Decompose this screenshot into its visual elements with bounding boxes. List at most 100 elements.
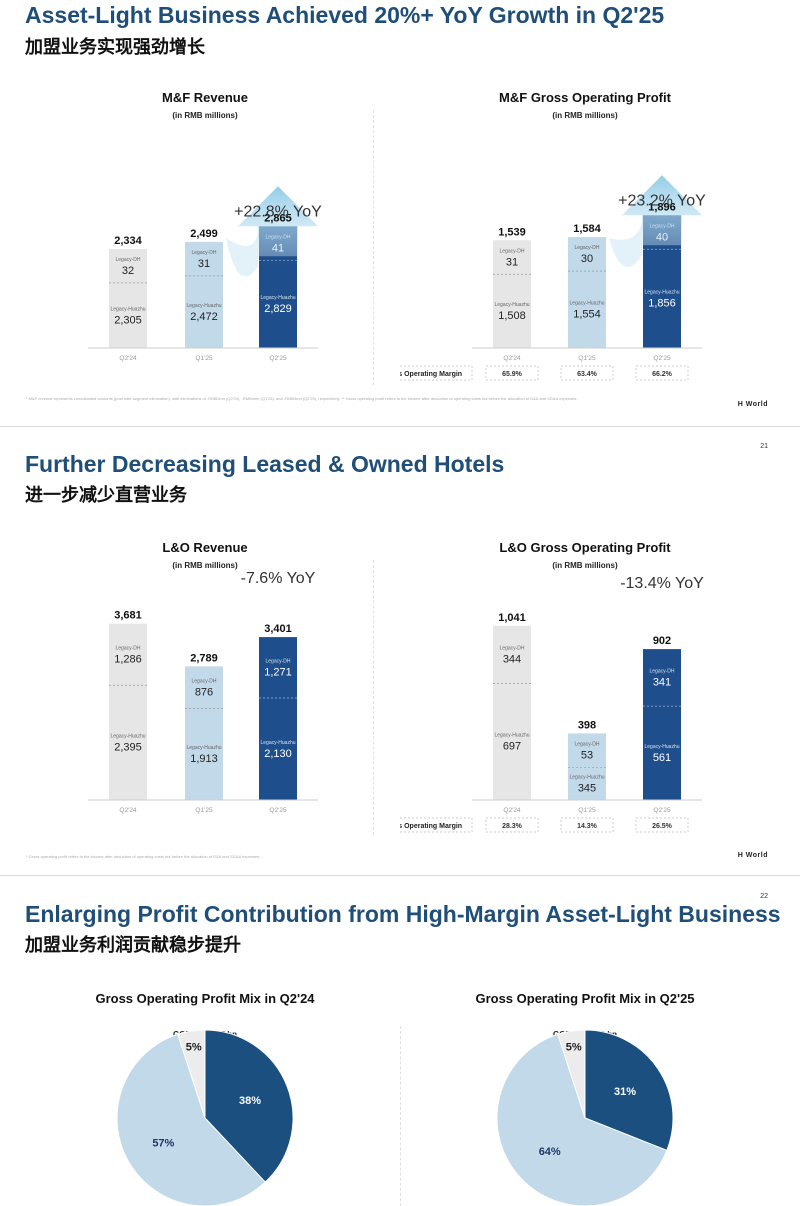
series-label-legacy-huazhu: Legacy-Huazhu xyxy=(644,744,679,750)
series-label-legacy-dh: Legacy-DH xyxy=(191,250,216,256)
value-legacy-huazhu: 1,913 xyxy=(190,753,218,765)
slide-profit-contribution: 22 Enlarging Profit Contribution from Hi… xyxy=(0,876,800,1206)
total-label: 2,789 xyxy=(190,652,218,664)
category-label: Q2'24 xyxy=(119,807,137,814)
category-label: Q2'25 xyxy=(269,355,287,362)
brand-logo: H World xyxy=(737,401,768,408)
footnote: * M&F revenue represents consolidated am… xyxy=(26,396,578,401)
bar-2 xyxy=(259,637,297,800)
margin-label-box xyxy=(400,365,473,381)
margin-box xyxy=(560,365,614,381)
footnote: * Gross operating profit refers to the i… xyxy=(26,854,261,859)
bar-0 xyxy=(109,248,147,348)
slide-title: Asset-Light Business Achieved 20%+ YoY G… xyxy=(25,2,665,28)
margin-box xyxy=(560,817,614,833)
chart-title: L&O Revenue xyxy=(162,540,247,555)
value-legacy-dh: 341 xyxy=(653,677,671,689)
margin-box xyxy=(485,817,539,833)
value-legacy-huazhu: 1,856 xyxy=(648,298,676,310)
chart-divider xyxy=(373,560,374,835)
category-label: Q2'24 xyxy=(503,807,521,814)
value-legacy-huazhu: 2,829 xyxy=(264,303,292,315)
margin-value: 63.4% xyxy=(577,371,598,378)
yoy-annotation: -7.6% YoY xyxy=(241,570,316,587)
total-label: 1,539 xyxy=(498,226,526,238)
category-label: Q2'25 xyxy=(269,807,287,814)
series-label-legacy-huazhu: Legacy-Huazhu xyxy=(260,740,295,746)
mf-gop-chart: M&F Gross Operating Profit (in RMB millio… xyxy=(400,90,706,381)
margin-value: 65.9% xyxy=(502,371,523,378)
lo-revenue-chart: L&O Revenue (in RMB millions) Legacy-DH 1,2… xyxy=(88,540,318,814)
series-label-legacy-dh: Legacy-DH xyxy=(649,669,674,675)
pie-label-0: 38% xyxy=(239,1095,261,1107)
margin-label: Gross Operating Margin xyxy=(400,371,462,378)
series-label-legacy-dh: Legacy-DH xyxy=(574,741,599,747)
series-label-legacy-huazhu: Legacy-Huazhu xyxy=(260,295,295,301)
total-label: 398 xyxy=(578,719,596,731)
bar-2 xyxy=(643,649,681,800)
pie-slice-2 xyxy=(177,1029,206,1119)
series-label-legacy-huazhu: Legacy-Huazhu xyxy=(569,775,604,781)
pie-slice-0 xyxy=(584,1029,674,1152)
bar-0 xyxy=(493,625,531,800)
chart-title: M&F Gross Operating Profit xyxy=(499,90,672,105)
total-label: 902 xyxy=(653,635,671,647)
total-label: 1,584 xyxy=(573,223,601,235)
slide-title: Further Decreasing Leased & Owned Hotels xyxy=(25,451,505,477)
category-label: Q1'25 xyxy=(578,355,596,362)
brand-logo: H World xyxy=(737,852,768,859)
value-legacy-dh: 1,286 xyxy=(114,653,142,665)
value-legacy-dh: 1,271 xyxy=(264,667,292,679)
chart-divider xyxy=(373,110,374,385)
value-legacy-dh: 31 xyxy=(506,256,518,268)
pie-slice-1 xyxy=(496,1033,668,1206)
pie-label-2: 5% xyxy=(186,1042,202,1054)
margin-value: 26.5% xyxy=(652,823,673,830)
slide-subtitle: 加盟业务利润贡献稳步提升 xyxy=(25,935,241,956)
slide-subtitle: 加盟业务实现强劲增长 xyxy=(25,37,205,58)
pie-label-1: 64% xyxy=(539,1146,561,1158)
margin-box xyxy=(635,817,689,833)
margin-box xyxy=(635,365,689,381)
chart-title: M&F Revenue xyxy=(162,90,248,105)
pie-slice-0 xyxy=(204,1029,294,1183)
series-label-legacy-huazhu: Legacy-Huazhu xyxy=(494,733,529,739)
series-label-legacy-huazhu: Legacy-Huazhu xyxy=(110,306,145,312)
page-number: 21 xyxy=(760,443,768,450)
series-label-legacy-dh: Legacy-DH xyxy=(115,645,140,651)
value-legacy-dh: 876 xyxy=(195,686,213,698)
value-legacy-huazhu: 1,554 xyxy=(573,309,601,321)
value-legacy-huazhu: 697 xyxy=(503,741,521,753)
slide-asset-light-growth: Asset-Light Business Achieved 20%+ YoY G… xyxy=(0,0,800,425)
value-legacy-dh: 53 xyxy=(581,749,593,761)
slide-subtitle: 进一步减少直营业务 xyxy=(25,485,187,506)
total-label-overlay: 2,865 xyxy=(264,212,292,224)
chart-title: L&O Gross Operating Profit xyxy=(499,540,671,555)
series-label-legacy-huazhu: Legacy-Huazhu xyxy=(494,302,529,308)
pie-label-2: 5% xyxy=(566,1042,582,1054)
series-label-legacy-dh: Legacy-DH xyxy=(499,646,524,652)
series-label-legacy-dh: Legacy-DH xyxy=(115,257,140,263)
margin-value: 14.3% xyxy=(577,823,598,830)
series-label-legacy-huazhu: Legacy-Huazhu xyxy=(569,301,604,307)
value-legacy-dh: 344 xyxy=(503,654,521,666)
category-label: Q1'25 xyxy=(195,807,213,814)
pie-title: Gross Operating Profit Mix in Q2'25 xyxy=(475,991,694,1006)
total-label: 2,334 xyxy=(114,235,142,247)
value-legacy-dh: 32 xyxy=(122,265,134,277)
value-legacy-huazhu: 2,130 xyxy=(264,748,292,760)
slide-separator xyxy=(0,875,800,876)
category-label: Q2'25 xyxy=(653,807,671,814)
gop-mix-q224-pie: Gross Operating Profit Mix in Q2'24GOP: … xyxy=(95,991,315,1206)
slide-separator xyxy=(0,426,800,427)
value-legacy-huazhu: 561 xyxy=(653,752,671,764)
value-legacy-huazhu: 345 xyxy=(578,783,596,795)
series-label-legacy-dh: Legacy-DH xyxy=(574,245,599,251)
chart-unit: (in RMB millions) xyxy=(552,561,618,570)
pie-title: Gross Operating Profit Mix in Q2'24 xyxy=(95,991,315,1006)
chart-unit: (in RMB millions) xyxy=(172,561,238,570)
yoy-annotation: -13.4% YoY xyxy=(620,575,704,592)
category-label: Q1'25 xyxy=(195,355,213,362)
growth-swoosh xyxy=(226,232,258,277)
total-label-overlay: 1,896 xyxy=(648,201,676,213)
